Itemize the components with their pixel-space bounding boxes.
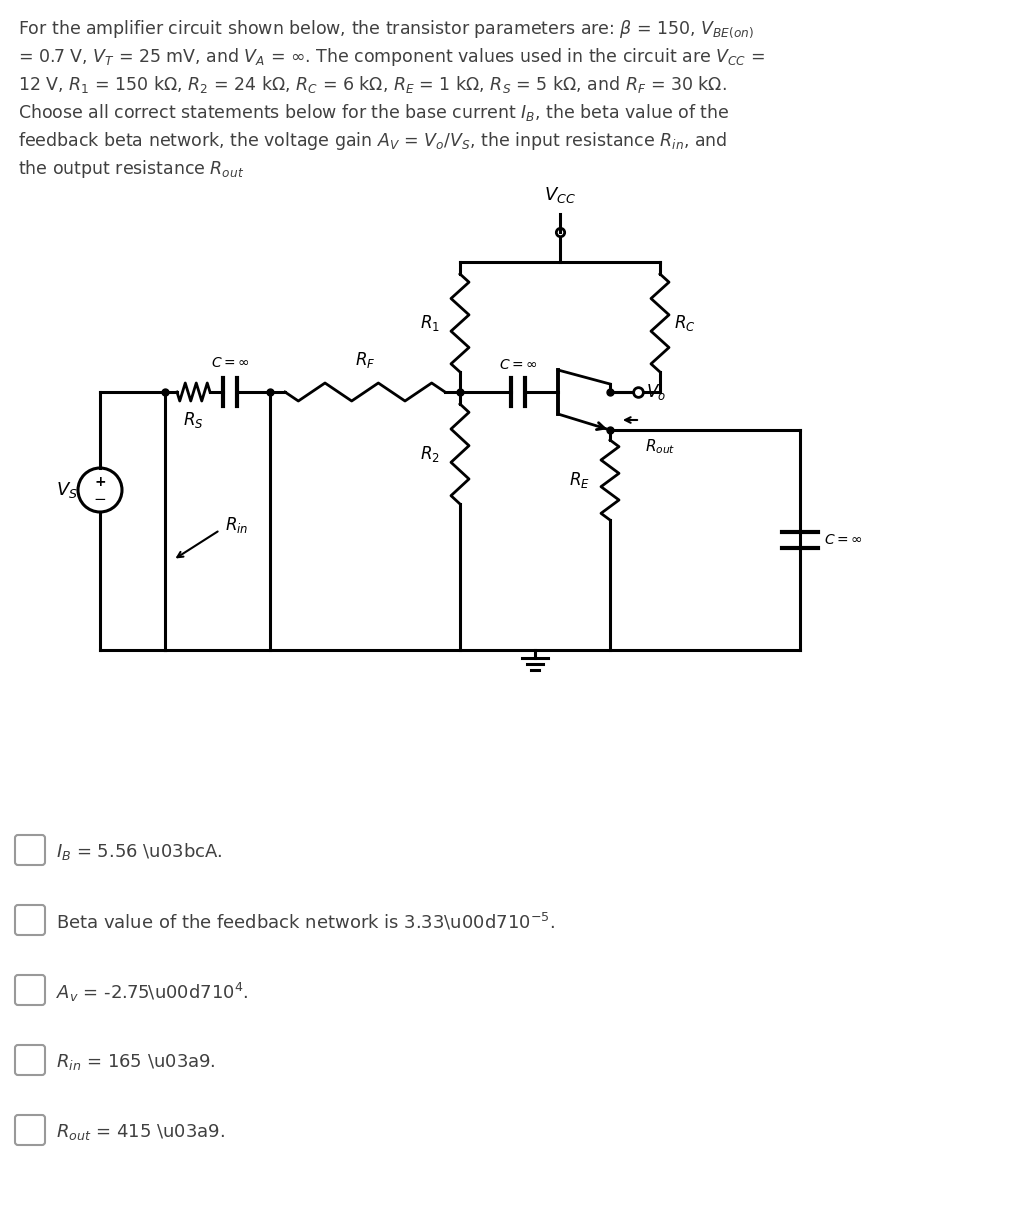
Text: For the amplifier circuit shown below, the transistor parameters are: $\beta$ = : For the amplifier circuit shown below, t… <box>18 18 754 40</box>
Text: $V_o$: $V_o$ <box>646 382 666 402</box>
Text: $R_E$: $R_E$ <box>569 470 590 490</box>
Text: $R_S$: $R_S$ <box>182 410 204 430</box>
Text: the output resistance $R_{out}$: the output resistance $R_{out}$ <box>18 158 244 180</box>
Text: 12 V, $R_1$ = 150 k$\Omega$, $R_2$ = 24 k$\Omega$, $R_C$ = 6 k$\Omega$, $R_E$ = : 12 V, $R_1$ = 150 k$\Omega$, $R_2$ = 24 … <box>18 74 727 95</box>
FancyBboxPatch shape <box>15 905 45 935</box>
Text: $R_{out}$ = 415 \u03a9.: $R_{out}$ = 415 \u03a9. <box>56 1122 225 1142</box>
FancyBboxPatch shape <box>15 1115 45 1145</box>
Text: $R_2$: $R_2$ <box>420 443 440 464</box>
Text: $R_{in}$: $R_{in}$ <box>225 515 248 535</box>
FancyBboxPatch shape <box>15 1045 45 1075</box>
Text: $R_C$: $R_C$ <box>674 313 695 333</box>
Text: $C = \infty$: $C = \infty$ <box>211 355 249 370</box>
FancyBboxPatch shape <box>15 975 45 1005</box>
Text: $C = \infty$: $C = \infty$ <box>499 358 538 372</box>
Text: $R_1$: $R_1$ <box>420 313 440 333</box>
Text: +: + <box>95 475 106 489</box>
Text: Beta value of the feedback network is 3.33\u00d710$^{-5}$.: Beta value of the feedback network is 3.… <box>56 911 555 933</box>
Text: = 0.7 V, $V_T$ = 25 mV, and $V_A$ = $\infty$. The component values used in the c: = 0.7 V, $V_T$ = 25 mV, and $V_A$ = $\in… <box>18 46 766 67</box>
Text: feedback beta network, the voltage gain $A_V$ = $V_o$/$V_S$, the input resistanc: feedback beta network, the voltage gain … <box>18 130 728 152</box>
FancyBboxPatch shape <box>15 835 45 865</box>
Text: −: − <box>94 492 106 506</box>
Text: $R_F$: $R_F$ <box>355 349 376 370</box>
Text: $C = \infty$: $C = \infty$ <box>824 533 863 547</box>
Text: Choose all correct statements below for the base current $I_B$, the beta value o: Choose all correct statements below for … <box>18 102 730 123</box>
Text: $I_B$ = 5.56 \u03bcA.: $I_B$ = 5.56 \u03bcA. <box>56 841 223 863</box>
Text: $R_{in}$ = 165 \u03a9.: $R_{in}$ = 165 \u03a9. <box>56 1052 216 1072</box>
Text: $A_v$ = -2.75\u00d710$^4$.: $A_v$ = -2.75\u00d710$^4$. <box>56 981 248 1004</box>
Text: $R_{out}$: $R_{out}$ <box>645 437 675 455</box>
Text: $V_S$: $V_S$ <box>56 480 78 500</box>
Text: $V_{CC}$: $V_{CC}$ <box>544 186 576 205</box>
